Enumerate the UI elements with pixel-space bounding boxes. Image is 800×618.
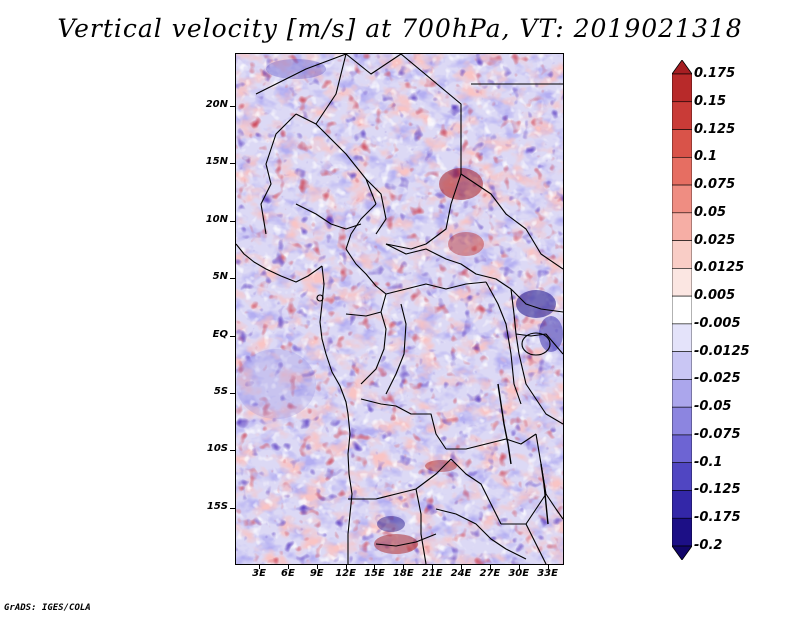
vertical-velocity-field bbox=[236, 54, 563, 564]
lon-tick bbox=[432, 564, 433, 569]
lon-tick-label: 3E bbox=[252, 568, 266, 579]
colorbar-label: 0.15 bbox=[694, 93, 727, 109]
lon-tick-label: 9E bbox=[309, 568, 324, 579]
lon-tick bbox=[317, 564, 318, 569]
lon-tick-label: 6E bbox=[280, 568, 295, 579]
lon-tick bbox=[403, 564, 404, 569]
colorbar-label: -0.2 bbox=[694, 538, 723, 553]
lon-tick-label: 27E bbox=[479, 568, 501, 579]
colorbar-label: 0.125 bbox=[694, 121, 736, 137]
lon-tick bbox=[548, 564, 549, 569]
lat-tick bbox=[230, 221, 235, 222]
colorbar-bottom-extension bbox=[672, 545, 692, 560]
chart-title: Vertical velocity [m/s] at 700hPa, VT: 2… bbox=[57, 14, 743, 43]
lon-tick-label: 24E bbox=[450, 568, 472, 579]
lat-tick bbox=[230, 508, 235, 509]
map-plot-area bbox=[235, 53, 564, 565]
colorbar-label: -0.1 bbox=[694, 454, 723, 470]
lon-tick bbox=[346, 564, 347, 569]
colorbar-segment bbox=[672, 295, 692, 325]
colorbar-label: -0.0125 bbox=[694, 343, 750, 359]
lon-tick-label: 12E bbox=[335, 568, 356, 579]
colorbar-label: 0.005 bbox=[694, 288, 736, 304]
lat-tick-label: 20N bbox=[205, 98, 228, 110]
colorbar-segment bbox=[672, 156, 692, 186]
colorbar-label: 0.05 bbox=[694, 204, 727, 220]
colorbar-segment bbox=[672, 406, 692, 436]
colorbar-label: -0.025 bbox=[694, 371, 741, 387]
colorbar-label: 0.025 bbox=[694, 232, 736, 248]
country-borders bbox=[236, 54, 563, 564]
colorbar-segment bbox=[672, 101, 692, 130]
colorbar-label: -0.175 bbox=[694, 510, 741, 526]
lat-tick-label: EQ bbox=[212, 328, 228, 340]
colorbar-segment bbox=[672, 379, 692, 408]
colorbar-segment bbox=[672, 434, 692, 464]
lat-tick-label: 15N bbox=[205, 156, 228, 168]
lon-tick-label: 15E bbox=[364, 568, 385, 579]
colorbar-segment bbox=[672, 462, 692, 491]
lat-tick bbox=[230, 278, 235, 279]
colorbar bbox=[672, 60, 692, 560]
lat-tick bbox=[230, 106, 235, 107]
colorbar-segment bbox=[672, 323, 692, 352]
lon-tick-label: 30E bbox=[508, 568, 530, 579]
lat-tick-label: 5S bbox=[213, 386, 228, 397]
lon-tick-label: 18E bbox=[392, 568, 414, 579]
colorbar-top-extension bbox=[672, 60, 692, 75]
colorbar-segment bbox=[672, 184, 692, 214]
lon-tick-label: 21E bbox=[421, 568, 443, 579]
grads-credit: GrADS: IGES/COLA bbox=[4, 603, 91, 613]
colorbar-segment bbox=[672, 240, 692, 269]
colorbar-segment bbox=[672, 268, 692, 297]
lat-tick-label: 10S bbox=[206, 443, 228, 455]
lon-tick-label: 33E bbox=[537, 568, 558, 579]
colorbar-label: -0.075 bbox=[694, 426, 741, 442]
lat-tick bbox=[230, 336, 235, 337]
colorbar-segment bbox=[672, 73, 692, 103]
colorbar-segment bbox=[672, 129, 692, 158]
lat-tick-label: 10N bbox=[205, 213, 228, 225]
lat-tick-label: 15S bbox=[206, 500, 228, 512]
lon-tick bbox=[259, 564, 260, 569]
lon-tick bbox=[490, 564, 491, 569]
colorbar-label: 0.175 bbox=[694, 66, 736, 81]
colorbar-label: -0.05 bbox=[694, 399, 732, 415]
colorbar-segment bbox=[672, 490, 692, 519]
lon-tick bbox=[461, 564, 462, 569]
lat-tick bbox=[230, 450, 235, 451]
colorbar-segment bbox=[672, 212, 692, 241]
lat-tick-label: 5N bbox=[212, 271, 228, 283]
lon-tick bbox=[374, 564, 375, 569]
lat-tick bbox=[230, 163, 235, 164]
colorbar-label: 0.075 bbox=[694, 177, 736, 193]
colorbar-segment bbox=[672, 351, 692, 380]
colorbar-segment bbox=[672, 517, 692, 547]
colorbar-label: -0.125 bbox=[694, 482, 741, 498]
colorbar-label: -0.005 bbox=[694, 315, 741, 331]
lon-tick bbox=[288, 564, 289, 569]
colorbar-label: 0.1 bbox=[694, 149, 718, 165]
colorbar-label: 0.0125 bbox=[694, 260, 745, 276]
lon-tick bbox=[519, 564, 520, 569]
lat-tick bbox=[230, 393, 235, 394]
